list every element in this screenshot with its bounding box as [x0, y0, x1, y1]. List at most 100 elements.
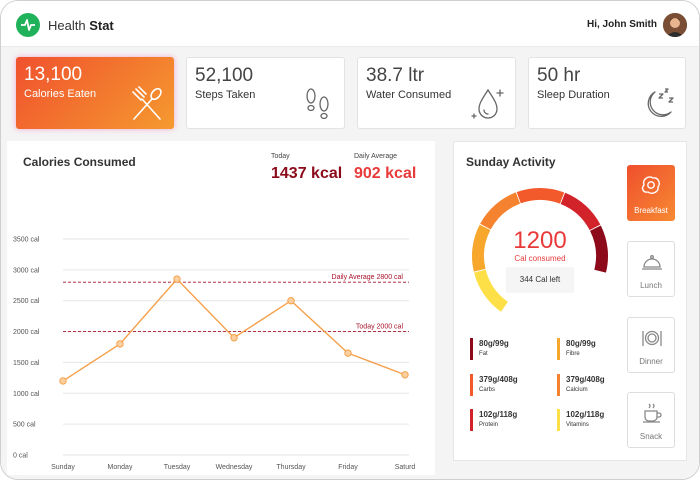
gauge-segment [472, 224, 491, 272]
nutrient-label: Fibre [566, 351, 580, 357]
data-point[interactable] [401, 371, 409, 379]
nutrient-fat: 80g/99g Fat [470, 338, 550, 360]
stat-value: 38.7 ltr [366, 65, 425, 86]
meal-label: Breakfast [634, 206, 668, 215]
plate-cutlery-icon [642, 330, 662, 346]
stat-value: 13,100 [24, 64, 83, 85]
gauge-segment [474, 269, 509, 312]
avatar[interactable] [663, 13, 687, 37]
x-tick-label: Thursday [276, 464, 306, 471]
nutrient-bar [470, 374, 473, 396]
stat-card-sleep[interactable]: 50 hr Sleep Duration [528, 57, 686, 129]
calories-consumed-value: 1200 [513, 227, 567, 254]
fork-spoon-icon [132, 86, 162, 120]
calories-consumed-label: Cal consumed [514, 254, 566, 263]
data-point[interactable] [287, 297, 295, 305]
nutrient-protein: 102g/118g Protein [470, 409, 550, 431]
data-point[interactable] [59, 377, 67, 385]
x-tick-label: Wednesday [216, 464, 253, 471]
stat-value: 50 hr [537, 65, 581, 86]
reference-line-label: Today 2000 cal [356, 324, 404, 331]
nutrient-value: 102g/118g [479, 410, 518, 419]
calories-title: Calories Consumed [23, 155, 136, 169]
water-drop-icon [471, 88, 504, 119]
nutrient-value: 80g/99g [479, 339, 509, 348]
nutrient-label: Carbs [479, 387, 496, 393]
activity-title: Sunday Activity [466, 155, 556, 169]
calorie-gauge [472, 188, 608, 312]
calories-left-label: 344 Cal left [506, 267, 574, 293]
stat-label: Steps Taken [195, 89, 256, 101]
gauge-segment [516, 188, 565, 204]
gauge-segment [560, 192, 601, 231]
user-greeting: Hi, John Smith [587, 19, 657, 30]
nutrient-label: Vitamins [566, 422, 589, 428]
app-title-bold: Stat [89, 18, 114, 33]
meal-label: Dinner [639, 357, 663, 366]
nutrient-bar [557, 409, 560, 431]
x-tick-label: Tuesday [164, 464, 191, 471]
stat-value: 52,100 [195, 65, 254, 86]
today-value: 1437 kcal [271, 165, 343, 182]
meal-label: Lunch [640, 281, 662, 290]
data-point[interactable] [230, 334, 238, 342]
fried-egg-icon [641, 176, 660, 194]
daily-average-value: 902 kcal [354, 165, 417, 182]
y-tick-label: 2000 cal [13, 329, 40, 336]
stat-label: Calories Eaten [24, 88, 97, 100]
nutrient-value: 379g/408g [479, 375, 518, 384]
stat-card-calories[interactable]: 13,100 Calories Eaten [16, 57, 174, 129]
stat-card-water[interactable]: 38.7 ltr Water Consumed [357, 57, 516, 129]
series-line [62, 278, 406, 382]
today-label: Today [271, 153, 290, 160]
y-tick-label: 1000 cal [13, 391, 40, 398]
data-point[interactable] [173, 275, 181, 283]
calories-panel [7, 141, 435, 475]
nutrient-value: 80g/99g [566, 339, 596, 348]
dashboard-content: 13,100 Calories Eaten 52,100 Steps Taken [1, 47, 699, 479]
meal-button-snack[interactable]: Snack [627, 392, 675, 448]
reference-line-label: Daily Average 2800 cal [332, 274, 404, 281]
nutrient-calcium: 379g/408g Calcium [557, 374, 637, 396]
meal-button-dinner[interactable]: Dinner [627, 317, 675, 373]
meal-button-breakfast[interactable]: Breakfast [627, 165, 675, 221]
cloche-icon [642, 255, 662, 270]
stat-label: Water Consumed [366, 89, 452, 101]
nutrient-label: Calcium [566, 387, 588, 393]
meal-label: Snack [639, 432, 663, 441]
nutrient-fibre: 80g/99g Fibre [557, 338, 637, 360]
pulse-logo-icon[interactable] [16, 13, 40, 37]
nutrient-label: Protein [479, 422, 499, 428]
app-title-light: Health [48, 18, 86, 33]
nutrient-bar [557, 338, 560, 360]
stat-card-steps[interactable]: 52,100 Steps Taken [186, 57, 345, 129]
moon-sleep-icon [647, 88, 674, 118]
nutrient-carbs: 379g/408g Carbs [470, 374, 550, 396]
meal-button-lunch[interactable]: Lunch [627, 241, 675, 297]
data-point[interactable] [344, 349, 352, 357]
daily-average-label: Daily Average [354, 153, 398, 160]
nutrient-vitamins: 102g/118g Vitamins [557, 409, 637, 431]
coffee-cup-icon [643, 403, 662, 423]
x-tick-label: Monday [108, 464, 133, 471]
y-tick-label: 3500 cal [13, 237, 40, 244]
top-bar: Health Stat Hi, John Smith [1, 1, 699, 47]
nutrient-bar [557, 374, 560, 396]
x-tick-label: Sunday [51, 464, 75, 471]
nutrient-label: Fat [479, 351, 488, 357]
footprints-icon [306, 88, 329, 120]
nutrient-value: 102g/118g [566, 410, 605, 419]
gauge-segment [480, 192, 521, 230]
gauge-segment [589, 225, 608, 273]
y-tick-label: 3000 cal [13, 267, 40, 274]
y-tick-label: 2500 cal [13, 298, 40, 305]
y-tick-label: 500 cal [13, 422, 36, 429]
data-point[interactable] [116, 340, 124, 348]
x-tick-label: Saturd [395, 464, 416, 471]
nutrient-bar [470, 409, 473, 431]
x-tick-label: Friday [338, 464, 358, 471]
calories-line-chart: 0 cal 500 cal 1000 cal 1500 cal 2000 cal 2500… [13, 237, 416, 472]
app-title: Health Stat [48, 18, 114, 33]
stat-label: Sleep Duration [537, 89, 610, 101]
